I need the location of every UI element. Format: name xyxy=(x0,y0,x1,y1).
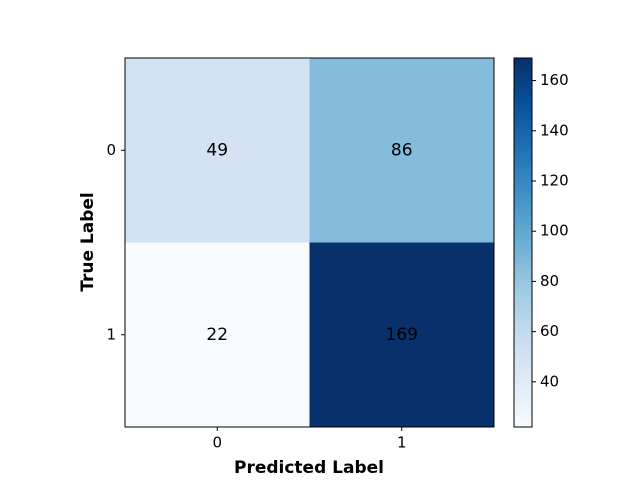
x-tick-label: 0 xyxy=(212,434,222,452)
y-tick-label: 0 xyxy=(106,141,116,159)
heatmap-cell xyxy=(125,242,310,427)
colorbar-tick-label: 120 xyxy=(540,172,569,190)
cell-label: 49 xyxy=(206,140,228,160)
heatmap-cell xyxy=(125,58,310,243)
colorbar-tick-label: 160 xyxy=(540,71,569,89)
y-tick-label: 1 xyxy=(106,325,116,343)
cell-label: 86 xyxy=(391,140,413,160)
colorbar-tick-label: 40 xyxy=(540,372,559,390)
colorbar-tick-label: 60 xyxy=(540,322,559,340)
heatmap-cell xyxy=(309,242,494,427)
colorbar-tick-label: 80 xyxy=(540,272,559,290)
x-axis-label: Predicted Label xyxy=(234,458,384,478)
heatmap-cell xyxy=(309,58,494,243)
cell-label: 22 xyxy=(206,325,228,345)
cell-label: 169 xyxy=(386,325,418,345)
plot-frame xyxy=(124,57,495,428)
colorbar-tick-label: 140 xyxy=(540,121,569,139)
y-axis-label: True Label xyxy=(78,192,98,292)
colorbar-tick-label: 100 xyxy=(540,222,569,240)
x-tick-label: 1 xyxy=(397,434,407,452)
colorbar xyxy=(513,57,533,428)
